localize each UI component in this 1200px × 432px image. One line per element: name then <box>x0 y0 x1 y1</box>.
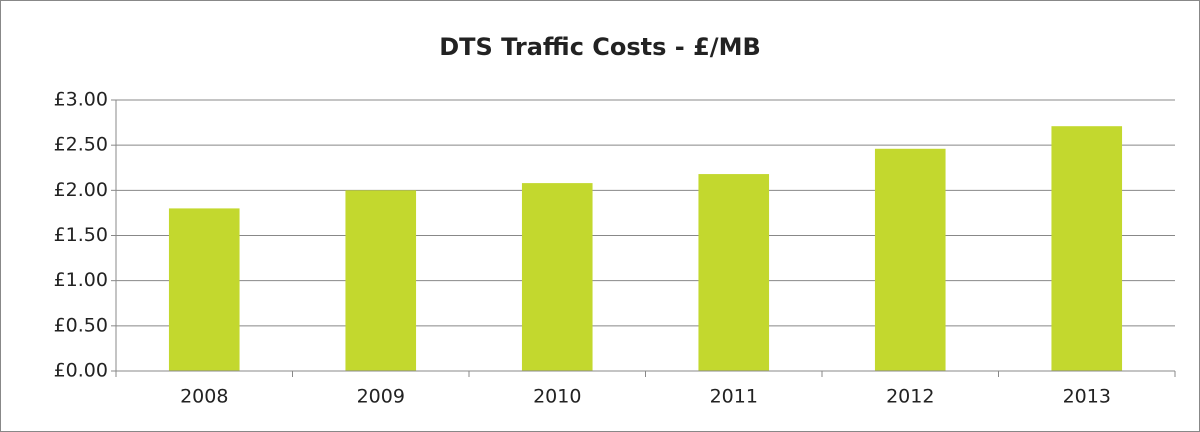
x-tick-label: 2010 <box>533 386 581 408</box>
y-tick-label: £0.00 <box>54 360 108 382</box>
y-tick-label: £0.50 <box>54 314 108 336</box>
x-tick-label: 2011 <box>710 386 758 408</box>
y-tick-label: £2.50 <box>54 134 108 156</box>
y-tick-label: £2.00 <box>54 179 108 201</box>
chart-title: DTS Traffic Costs - £/MB <box>439 33 761 61</box>
x-tick-label: 2009 <box>357 386 405 408</box>
y-tick-label: £1.00 <box>54 269 108 291</box>
bar <box>345 190 417 371</box>
x-tick-label: 2008 <box>180 386 228 408</box>
bar <box>1051 126 1123 372</box>
bar <box>698 174 770 371</box>
y-tick-label: £1.50 <box>54 224 108 246</box>
bar <box>168 208 240 371</box>
y-tick-label: £3.00 <box>54 89 108 111</box>
x-tick-label: 2013 <box>1063 386 1111 408</box>
x-tick-label: 2012 <box>886 386 934 408</box>
bar <box>521 183 593 371</box>
bar <box>874 148 946 371</box>
